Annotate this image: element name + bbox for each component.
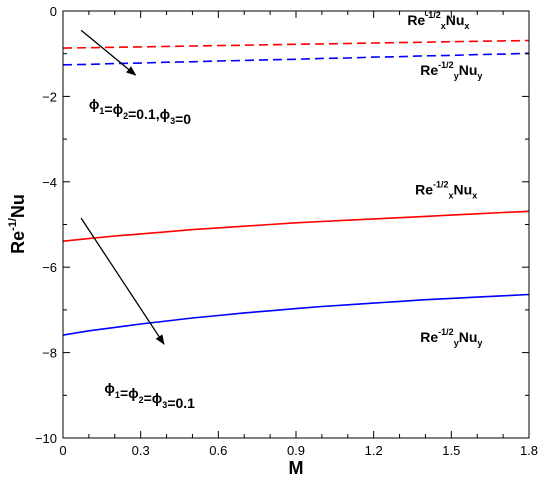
series-line-2 — [62, 52, 530, 66]
x-tick-label: 1.2 — [365, 443, 383, 458]
x-tick-label: 0.6 — [209, 443, 227, 458]
y-tick-label: −8 — [42, 346, 57, 361]
curve-label: Re-1/2yNuy — [420, 327, 482, 348]
annotation-arrow-2 — [80, 217, 165, 345]
y-tick-label: 0 — [50, 4, 57, 19]
x-tick-label: 0.9 — [287, 443, 305, 458]
y-tick-label: −4 — [42, 175, 57, 190]
x-axis-title: M — [289, 458, 304, 478]
curve-label: Re-1/2xNux — [407, 10, 469, 31]
series-layer — [62, 39, 530, 336]
annotation-text-1: ϕ1=ϕ2=0.1,ϕ3=0 — [89, 96, 191, 127]
y-axis-title: Re-1/Nu — [7, 194, 28, 254]
y-axis-title-base: Re — [8, 231, 28, 254]
ticks-layer: 0 0.3 0.6 0.9 1.2 1.5 1.8 0 −2 −4 −6 −8 −10 — [35, 4, 538, 458]
curve-label: Re-1/2xNux — [415, 180, 477, 201]
x-tick-label: 0 — [59, 443, 66, 458]
annotation-arrow-1 — [80, 29, 137, 76]
y-axis-title-tail: Nu — [8, 194, 28, 218]
annotations-layer: Re-1/2xNux Re-1/2yNuy Re-1/2xNux Re-1/2yNuy… — [80, 10, 482, 411]
series-line-3 — [62, 210, 530, 242]
x-tick-label: 1.8 — [520, 443, 538, 458]
curve-label: Re-1/2yNuy — [420, 60, 482, 81]
y-axis-title-sup: -1/ — [7, 218, 19, 231]
series-line-4 — [62, 293, 530, 336]
x-tick-label: 1.5 — [442, 443, 460, 458]
annotation-text-2: ϕ1=ϕ2=ϕ3=0.1 — [104, 380, 195, 411]
y-tick-label: −2 — [42, 89, 57, 104]
y-tick-label: −6 — [42, 260, 57, 275]
y-tick-label: −10 — [35, 431, 57, 446]
series-line-1 — [62, 39, 530, 49]
x-tick-label: 0.3 — [132, 443, 150, 458]
